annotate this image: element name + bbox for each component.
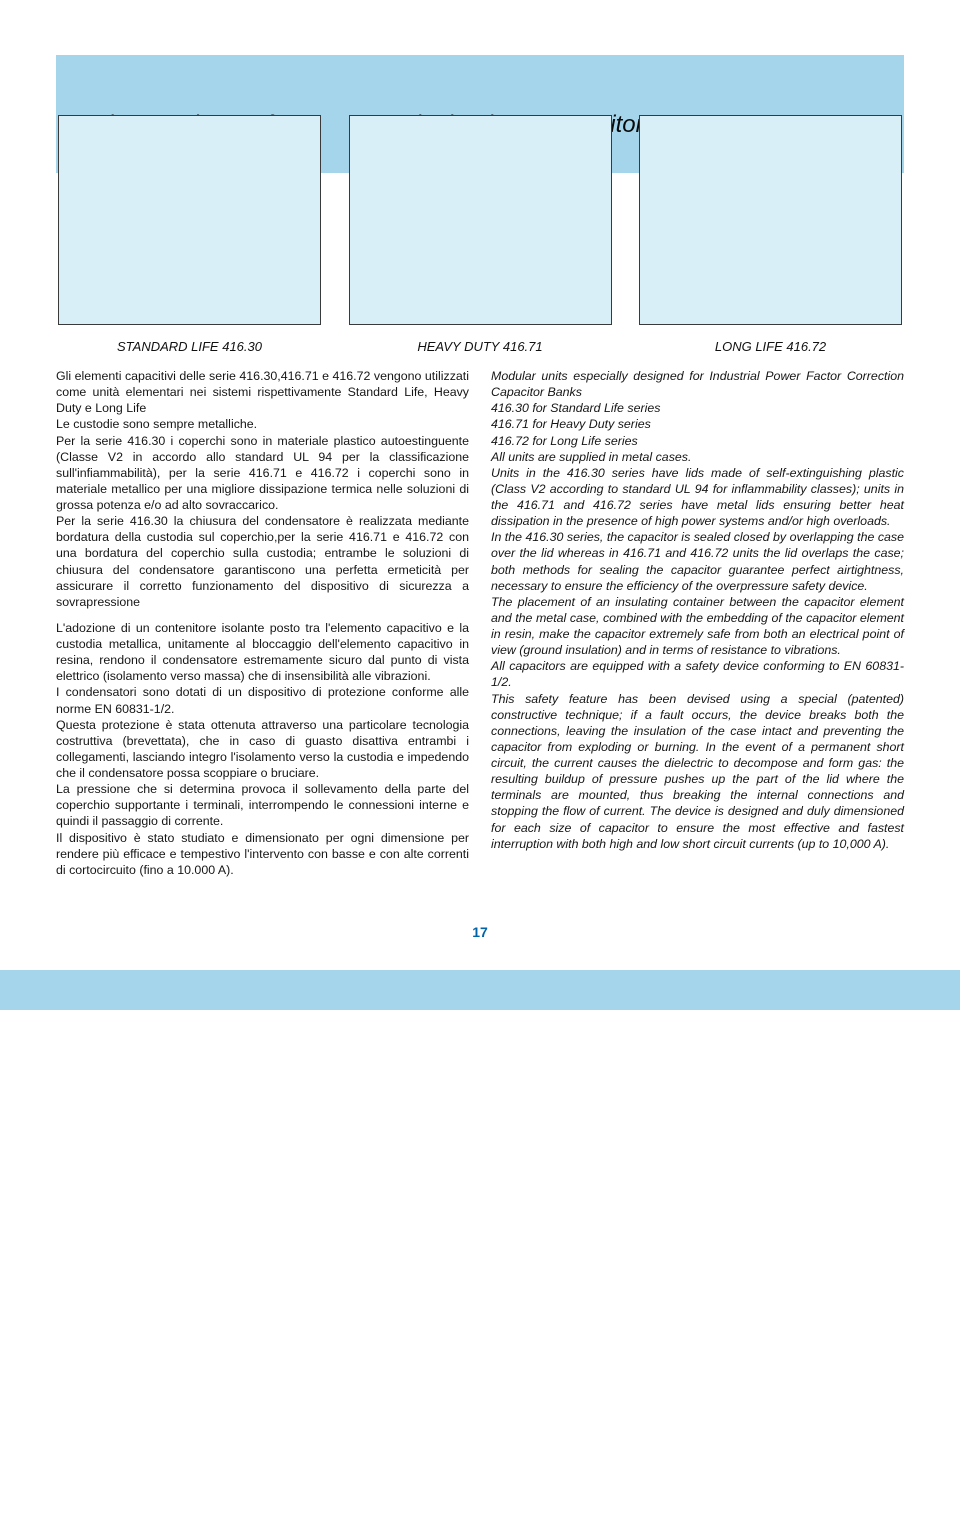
body-text: 416.72 for Long Life series bbox=[491, 433, 904, 449]
body-text: Questa protezione è stata ottenuta attra… bbox=[56, 717, 469, 782]
body-text: I condensatori sono dotati di un disposi… bbox=[56, 684, 469, 716]
body-text: Gli elementi capacitivi delle serie 416.… bbox=[56, 368, 469, 416]
product-image-row bbox=[56, 115, 904, 325]
body-text: La pressione che si determina provoca il… bbox=[56, 781, 469, 829]
column-english: Modular units especially designed for In… bbox=[491, 368, 904, 888]
body-text: L'adozione di un contenitore isolante po… bbox=[56, 620, 469, 685]
caption-long-life: LONG LIFE 416.72 bbox=[639, 339, 902, 354]
body-text: All capacitors are equipped with a safet… bbox=[491, 658, 904, 690]
product-image-heavy-duty bbox=[349, 115, 612, 325]
caption-heavy-duty: HEAVY DUTY 416.71 bbox=[349, 339, 612, 354]
body-text: Il dispositivo è stato studiato e dimens… bbox=[56, 830, 469, 878]
body-text: 416.71 for Heavy Duty series bbox=[491, 416, 904, 432]
document-page: Condensatori monofase Single-phase capac… bbox=[0, 0, 960, 970]
caption-row: STANDARD LIFE 416.30 HEAVY DUTY 416.71 L… bbox=[56, 339, 904, 354]
body-text: This safety feature has been devised usi… bbox=[491, 691, 904, 852]
column-italian: Gli elementi capacitivi delle serie 416.… bbox=[56, 368, 469, 888]
product-image-standard-life bbox=[58, 115, 321, 325]
body-text: All units are supplied in metal cases. bbox=[491, 449, 904, 465]
product-image-long-life bbox=[639, 115, 902, 325]
body-text: Per la serie 416.30 i coperchi sono in m… bbox=[56, 433, 469, 514]
body-text: Units in the 416.30 series have lids mad… bbox=[491, 465, 904, 530]
body-text: Le custodie sono sempre metalliche. bbox=[56, 416, 469, 432]
body-text: 416.30 for Standard Life series bbox=[491, 400, 904, 416]
body-text: The placement of an insulating container… bbox=[491, 594, 904, 659]
caption-standard-life: STANDARD LIFE 416.30 bbox=[58, 339, 321, 354]
body-text: Modular units especially designed for In… bbox=[491, 368, 904, 400]
body-text: Per la serie 416.30 la chiusura del cond… bbox=[56, 513, 469, 610]
page-number: 17 bbox=[56, 924, 904, 940]
body-columns: Gli elementi capacitivi delle serie 416.… bbox=[56, 368, 904, 888]
footer-bar bbox=[0, 970, 960, 1010]
body-text: In the 416.30 series, the capacitor is s… bbox=[491, 529, 904, 594]
